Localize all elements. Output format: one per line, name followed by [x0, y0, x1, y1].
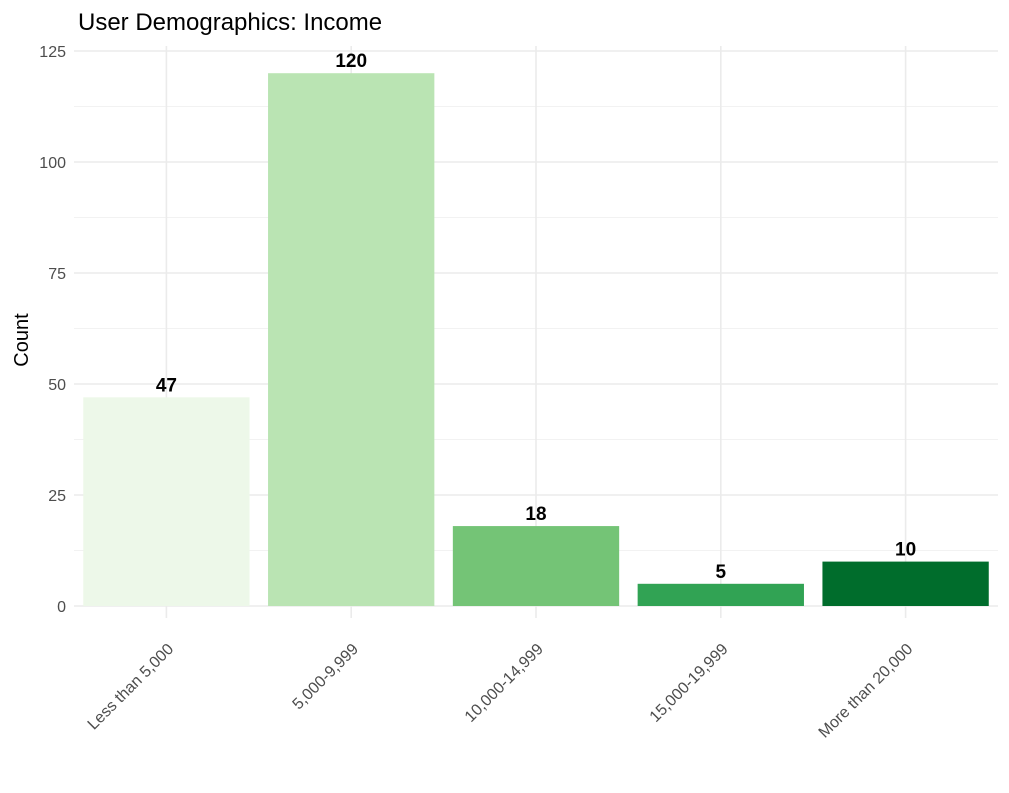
data-label: 5	[716, 562, 727, 583]
bar	[268, 73, 435, 606]
x-tick-label: 10,000-14,999	[462, 641, 547, 726]
data-label: 120	[335, 51, 367, 72]
y-tick-label: 0	[57, 599, 66, 616]
chart-title: User Demographics: Income	[78, 9, 382, 36]
y-axis-label: Count	[11, 313, 33, 367]
y-tick-label: 50	[48, 377, 66, 394]
data-label: 10	[895, 540, 916, 561]
x-tick-label: Less than 5,000	[85, 641, 178, 734]
bar	[637, 583, 804, 606]
data-labels: 47 120 18 5 10	[156, 51, 916, 583]
x-tick-label: 15,000-19,999	[647, 641, 732, 726]
bars	[83, 73, 989, 606]
x-tick-label: 5,000-9,999	[290, 641, 362, 713]
x-tick-label: More than 20,000	[816, 641, 917, 742]
bar	[452, 526, 620, 606]
y-tick-label: 125	[39, 44, 66, 61]
data-label: 18	[525, 504, 546, 525]
x-axis-ticks: Less than 5,000 5,000-9,999 10,000-14,999 1…	[85, 641, 917, 742]
y-axis-ticks: 0 25 50 75 100 125	[39, 44, 66, 616]
bar	[83, 397, 250, 606]
data-label: 47	[156, 375, 177, 396]
y-tick-label: 100	[39, 155, 66, 172]
y-tick-label: 25	[48, 488, 66, 505]
bar	[822, 561, 989, 606]
y-tick-label: 75	[48, 266, 66, 283]
